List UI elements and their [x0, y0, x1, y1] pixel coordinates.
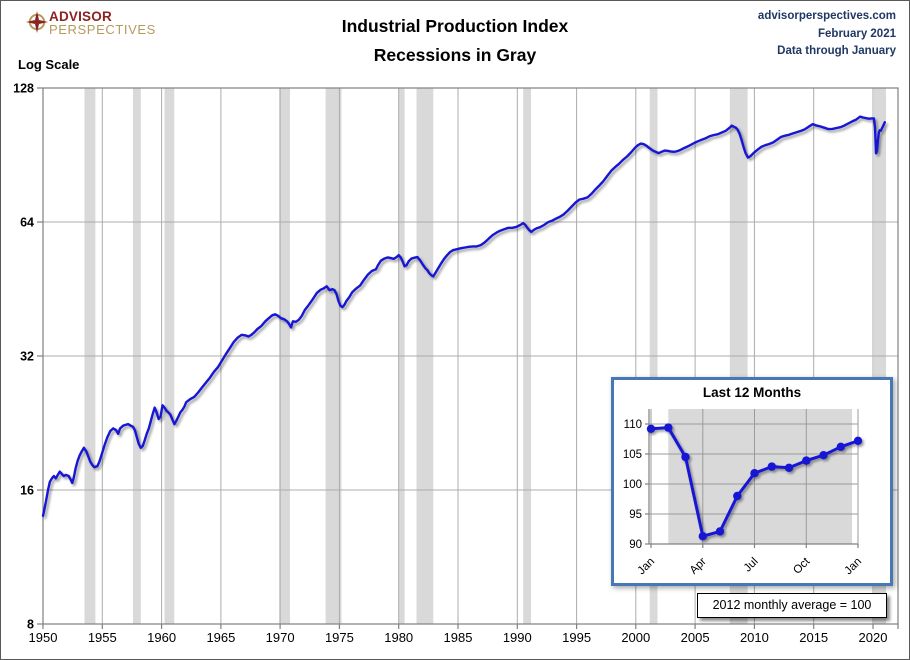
inset-series — [646, 423, 863, 541]
source-note: Data through January — [777, 45, 896, 57]
inset-data-point — [767, 462, 776, 471]
inset-data-point — [802, 456, 811, 465]
x-tick-label: 1960 — [147, 630, 176, 645]
inset-data-point — [784, 463, 794, 472]
x-tick-label: 2005 — [681, 630, 710, 645]
inset-x-tick-label: Jan — [636, 556, 658, 578]
source-site: advisorperspectives.com — [757, 10, 896, 22]
inset-x-tick-label: Apr — [688, 556, 709, 577]
y-tick-label: 8 — [27, 618, 34, 632]
logo-line2: PERSPECTIVES — [49, 21, 156, 37]
x-tick-label: 1970 — [266, 630, 295, 645]
inset-data-point — [836, 442, 845, 451]
inset-data-point — [715, 527, 725, 536]
inset-data-point — [819, 451, 828, 460]
page-title: Industrial Production Index Recessions i… — [201, 12, 709, 70]
inset-data-point — [853, 436, 863, 445]
inset-data-point — [698, 532, 707, 541]
advisor-perspectives-logo: ADVISOR PERSPECTIVES — [26, 10, 156, 36]
inset-chart-box: Last 12 Months 90 95 100 105 110 Jan Apr Jul Oct… — [611, 377, 893, 586]
y-tick-label: 64 — [20, 216, 34, 230]
x-tick-label: 1975 — [325, 630, 354, 645]
x-tick-label: 1955 — [88, 630, 117, 645]
logo-line1: ADVISOR — [49, 9, 112, 24]
x-tick-label: 2020 — [859, 630, 888, 645]
x-tick-label: 1995 — [562, 630, 591, 645]
x-tick-label: 1950 — [29, 630, 58, 645]
y-tick-label: 16 — [20, 484, 34, 498]
x-tick-label: 1985 — [444, 630, 473, 645]
inset-x-tick-label: Jan — [843, 556, 865, 578]
x-tick-label: 2000 — [621, 630, 650, 645]
inset-data-point — [646, 424, 656, 433]
inset-y-tick-label: 100 — [623, 479, 642, 491]
inset-chart: 90 95 100 105 110 Jan Apr Jul Oct Jan — [623, 409, 865, 578]
inset-data-point — [664, 423, 673, 432]
x-tick-label: 1990 — [503, 630, 532, 645]
x-tick-label: 1980 — [384, 630, 413, 645]
source-date: February 2021 — [818, 27, 896, 40]
inset-data-point — [733, 491, 742, 501]
inset-recession-band — [668, 409, 853, 544]
production-line — [41, 115, 886, 517]
inset-y-tick-label: 95 — [629, 509, 642, 521]
y-tick-label: 32 — [20, 350, 34, 364]
x-tick-label: 2015 — [799, 630, 828, 645]
x-tick-label: 1965 — [206, 630, 235, 645]
title-line2: Recessions in Gray — [373, 45, 537, 65]
inset-x-tick-label: Oct — [791, 555, 813, 577]
inset-y-tick-label: 105 — [623, 449, 642, 461]
y-tick-label: 128 — [13, 82, 34, 96]
source-block: advisorperspectives.com February 2021 Da… — [758, 8, 896, 61]
inset-title: Last 12 Months — [702, 385, 802, 400]
log-scale-label: Log Scale — [18, 57, 80, 72]
axis-ticks — [37, 87, 899, 629]
inset-y-tick-label: 90 — [629, 539, 642, 551]
inset-data-point — [750, 469, 759, 478]
title-line1: Industrial Production Index — [341, 16, 569, 36]
inset-data-point — [681, 452, 690, 462]
inset-y-tick-label: 110 — [624, 419, 642, 431]
inset-x-tick-label: Jul — [742, 556, 761, 575]
x-tick-label: 2010 — [740, 630, 769, 645]
footnote-box: 2012 monthly average = 100 — [697, 593, 887, 618]
compass-icon — [26, 11, 48, 33]
